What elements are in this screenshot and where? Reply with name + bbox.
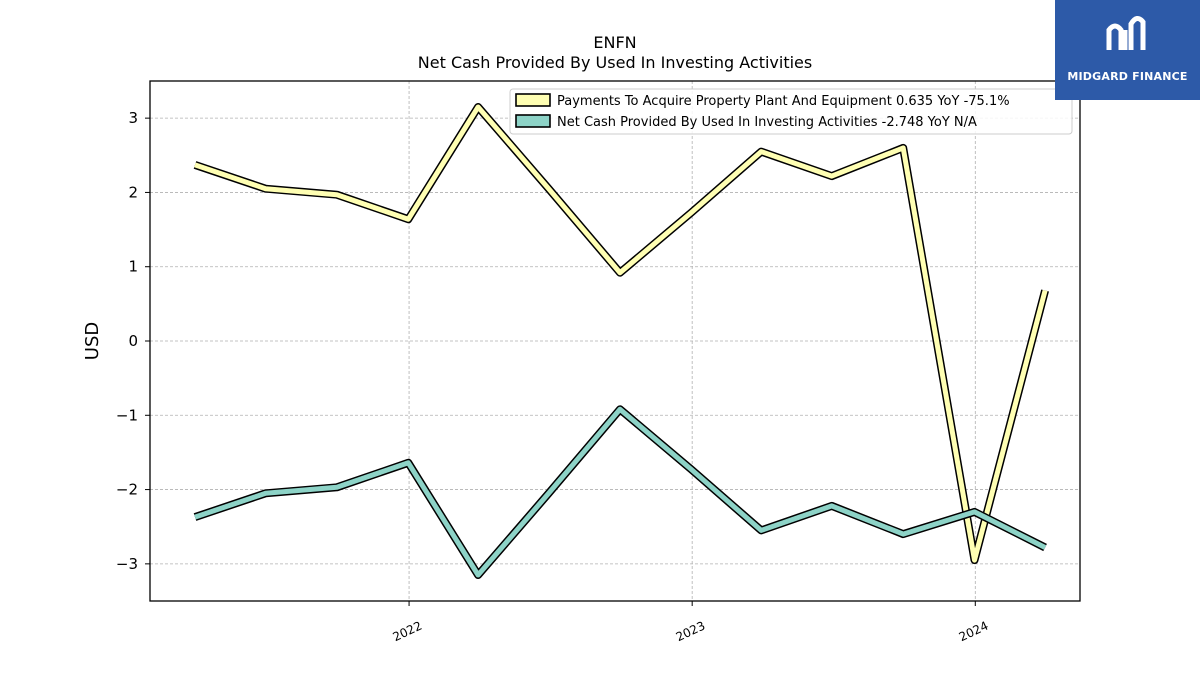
series-layer [193, 103, 1049, 579]
legend-label-1: Net Cash Provided By Used In Investing A… [557, 115, 977, 130]
y-tick-label: 0 [128, 332, 138, 350]
legend-label-0: Payments To Acquire Property Plant And E… [557, 94, 1010, 109]
legend: Payments To Acquire Property Plant And E… [509, 88, 1073, 135]
y-axis-label: USD [82, 322, 103, 360]
x-tick-label: 2023 [674, 619, 708, 645]
y-tick-label: 2 [128, 183, 138, 201]
series-line-outline-1 [193, 405, 1047, 579]
x-axis: 2022 2023 2024 [391, 601, 991, 645]
y-tick-label: −3 [116, 555, 138, 573]
series-line-1 [194, 406, 1047, 578]
y-tick-label: −2 [116, 481, 138, 499]
y-tick-label: −1 [116, 406, 138, 424]
chart-title: ENFN [593, 33, 636, 52]
legend-swatch-1 [515, 114, 551, 128]
logo-text: MIDGARD FINANCE [1067, 70, 1188, 83]
y-axis: 3 2 1 0 −1 −2 −3 [116, 109, 150, 573]
legend-box [509, 88, 1073, 135]
brand-logo: MIDGARD FINANCE [1055, 0, 1200, 100]
x-tick-label: 2022 [391, 619, 425, 645]
y-tick-label: 3 [128, 109, 138, 127]
series-line-0 [194, 104, 1048, 563]
y-tick-label: 1 [128, 258, 138, 276]
chart-subtitle: Net Cash Provided By Used In Investing A… [418, 53, 812, 72]
legend-swatch-0 [515, 93, 551, 107]
logo-mark-icon [1106, 16, 1146, 50]
x-tick-label: 2024 [957, 619, 991, 645]
